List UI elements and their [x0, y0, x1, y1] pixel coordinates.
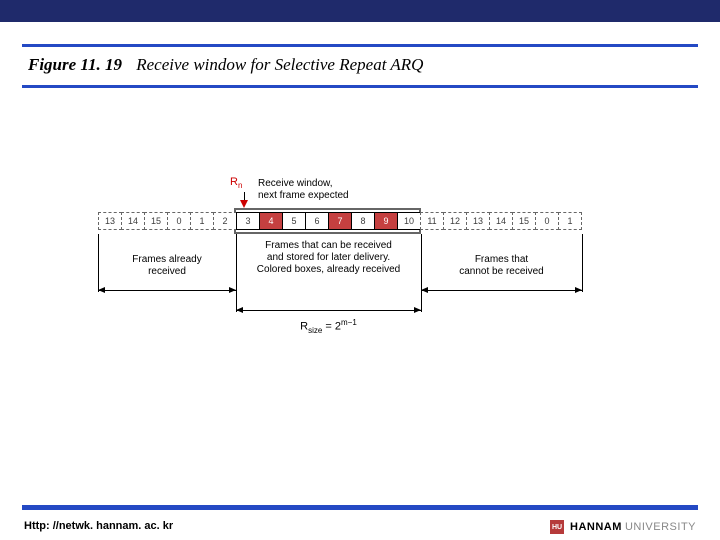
- cell: 14: [121, 212, 145, 230]
- footer-url: Http: //netwk. hannam. ac. kr: [24, 520, 173, 534]
- rn-label: Rn: [230, 176, 242, 190]
- cell: 11: [420, 212, 444, 230]
- region-left: Frames already received: [98, 254, 236, 278]
- measure-mid: [236, 310, 421, 311]
- region-right-l1: Frames that: [475, 254, 528, 265]
- nav-band: [0, 0, 720, 22]
- rsize-sup: m−1: [341, 318, 357, 327]
- rn-arrow-head: [240, 200, 248, 208]
- cell: 8: [351, 212, 375, 230]
- cell: 12: [443, 212, 467, 230]
- rw-l1: Receive window,: [258, 178, 332, 189]
- figure-label: Figure 11. 19: [28, 55, 122, 74]
- univ-name-b: UNIVERSITY: [625, 521, 696, 533]
- rn-sub: n: [238, 181, 242, 190]
- rn-arrow-stem: [244, 192, 245, 200]
- region-left-l2: received: [148, 266, 186, 277]
- region-left-l1: Frames already: [132, 254, 201, 265]
- rw-l2: next frame expected: [258, 190, 349, 201]
- cell: 0: [167, 212, 191, 230]
- cell: 5: [282, 212, 306, 230]
- footer-right: HU HANNAM UNIVERSITY: [550, 520, 696, 534]
- cell: 1: [190, 212, 214, 230]
- region-mid: Frames that can be received and stored f…: [236, 240, 421, 276]
- cell: 7: [328, 212, 352, 230]
- receive-window-text: Receive window, next frame expected: [258, 178, 349, 202]
- cell: 13: [466, 212, 490, 230]
- region-mid-l1: Frames that can be received: [265, 240, 392, 251]
- rsize-eq: = 2: [322, 321, 341, 333]
- cell: 15: [144, 212, 168, 230]
- rn-r: R: [230, 176, 238, 188]
- vguide-right: [582, 234, 583, 292]
- cell: 4: [259, 212, 283, 230]
- rule-top: [22, 44, 698, 47]
- figure-title: Figure 11. 19 Receive window for Selecti…: [28, 55, 692, 75]
- cell: 10: [397, 212, 421, 230]
- measure-left: [98, 290, 236, 291]
- cell: 15: [512, 212, 536, 230]
- cell: 2: [213, 212, 237, 230]
- cell: 14: [489, 212, 513, 230]
- rsize-formula: Rsize = 2m−1: [236, 318, 421, 335]
- university-logo: HU: [550, 520, 564, 534]
- univ-name-a: HANNAM: [570, 521, 622, 533]
- region-mid-l2: and stored for later delivery.: [267, 252, 390, 263]
- cell: 6: [305, 212, 329, 230]
- region-right: Frames that cannot be received: [421, 254, 582, 278]
- footer-rule: [22, 505, 698, 510]
- region-mid-l3: Colored boxes, already received: [257, 264, 400, 275]
- footer: Http: //netwk. hannam. ac. kr HU HANNAM …: [0, 520, 720, 534]
- cell: 9: [374, 212, 398, 230]
- cell: 0: [535, 212, 559, 230]
- diagram: Rn Receive window, next frame expected 1…: [0, 88, 720, 428]
- rsize-sub: size: [308, 326, 322, 335]
- cell: 13: [98, 212, 122, 230]
- figure-caption: Receive window for Selective Repeat ARQ: [136, 55, 423, 74]
- cell: 1: [558, 212, 582, 230]
- rsize-R: R: [300, 321, 308, 333]
- cell: 3: [236, 212, 260, 230]
- measure-right: [421, 290, 582, 291]
- region-right-l2: cannot be received: [459, 266, 544, 277]
- cell-row: 131415012345678910111213141501: [98, 212, 582, 230]
